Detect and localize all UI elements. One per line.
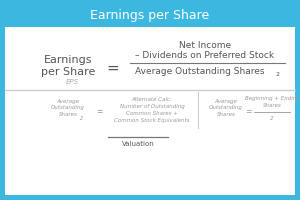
FancyBboxPatch shape xyxy=(5,5,295,195)
Text: Valuation: Valuation xyxy=(122,141,154,147)
Text: =: = xyxy=(245,108,251,116)
Text: 2: 2 xyxy=(270,116,274,121)
Text: 2: 2 xyxy=(276,72,280,76)
Text: Average
Outstanding
Shares: Average Outstanding Shares xyxy=(209,98,243,117)
Text: Net Income: Net Income xyxy=(179,42,231,50)
Text: =: = xyxy=(96,108,102,116)
Text: Beginning + Ending
Shares: Beginning + Ending Shares xyxy=(244,96,299,108)
Text: =: = xyxy=(106,60,119,75)
Text: Earnings: Earnings xyxy=(44,55,92,65)
Text: Alternate Calc:
Number of Outstanding
Common Shares +
Common Stock Equivalents: Alternate Calc: Number of Outstanding Co… xyxy=(114,97,190,123)
Text: Earnings per Share: Earnings per Share xyxy=(90,9,210,22)
Text: Average Outstanding Shares: Average Outstanding Shares xyxy=(135,68,265,76)
Text: EPS: EPS xyxy=(65,79,79,85)
Text: Average
Outstanding
Shares: Average Outstanding Shares xyxy=(51,98,85,117)
Text: – Dividends on Preferred Stock: – Dividends on Preferred Stock xyxy=(135,51,274,60)
Text: per Share: per Share xyxy=(41,67,95,77)
Text: 2: 2 xyxy=(80,116,84,121)
FancyBboxPatch shape xyxy=(5,5,295,27)
